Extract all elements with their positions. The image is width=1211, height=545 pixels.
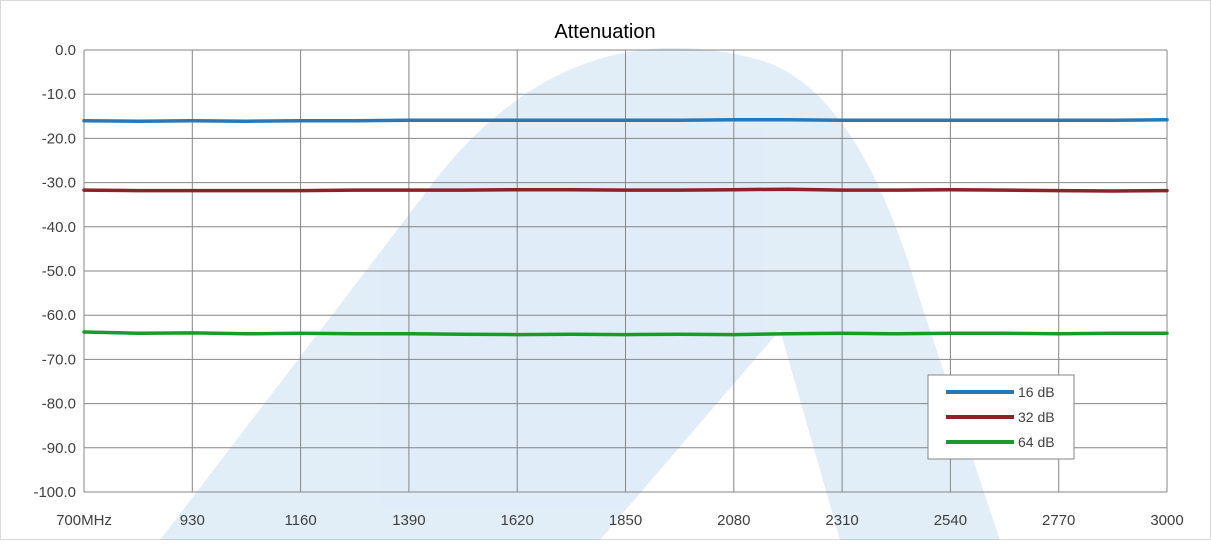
y-tick-label: -70.0 <box>42 351 76 368</box>
y-tick-label: -40.0 <box>42 219 76 236</box>
x-tick-label: 2540 <box>934 512 967 529</box>
legend-label: 16 dB <box>1018 384 1055 400</box>
watermark-shape-inner <box>430 180 700 500</box>
axis-tick-labels: 0.0 -10.0 -20.0 -30.0 -40.0 -50.0 -60.0 -70.0 -8… <box>33 42 1183 529</box>
watermark-logo <box>160 47 1000 540</box>
x-tick-label: 2770 <box>1042 512 1075 529</box>
y-tick-label: 0.0 <box>55 42 76 59</box>
x-tick-label: 1160 <box>284 512 316 529</box>
y-tick-label: -10.0 <box>42 86 76 103</box>
y-tick-label: -90.0 <box>42 440 76 457</box>
y-tick-label: -30.0 <box>42 175 76 192</box>
x-tick-label: 3000 <box>1150 512 1183 529</box>
y-tick-label: -60.0 <box>42 307 76 324</box>
watermark-shape <box>160 47 1000 540</box>
gridlines <box>83 49 1168 493</box>
series-line <box>82 330 1169 337</box>
x-tick-label: 1390 <box>392 512 425 529</box>
series-lines <box>82 118 1169 337</box>
y-tick-label: -80.0 <box>42 396 76 413</box>
legend-entries: 16 dB 32 dB 64 dB <box>946 384 1055 450</box>
x-tick-label: 2310 <box>825 512 858 529</box>
x-tick-label: 1850 <box>609 512 642 529</box>
x-tick-label: 700MHz <box>56 512 112 529</box>
legend: 16 dB 32 dB 64 dB <box>927 374 1075 460</box>
chart-title: Attenuation <box>554 21 655 43</box>
legend-label: 64 dB <box>1018 434 1055 450</box>
x-tick-label: 2080 <box>717 512 750 529</box>
series-line <box>82 187 1169 193</box>
series-line <box>82 118 1169 123</box>
x-tick-label: 1620 <box>501 512 534 529</box>
y-tick-label: -100.0 <box>33 484 76 501</box>
legend-label: 32 dB <box>1018 409 1055 425</box>
y-tick-label: -20.0 <box>42 130 76 147</box>
x-tick-label: 930 <box>180 512 205 529</box>
y-tick-label: -50.0 <box>42 263 76 280</box>
